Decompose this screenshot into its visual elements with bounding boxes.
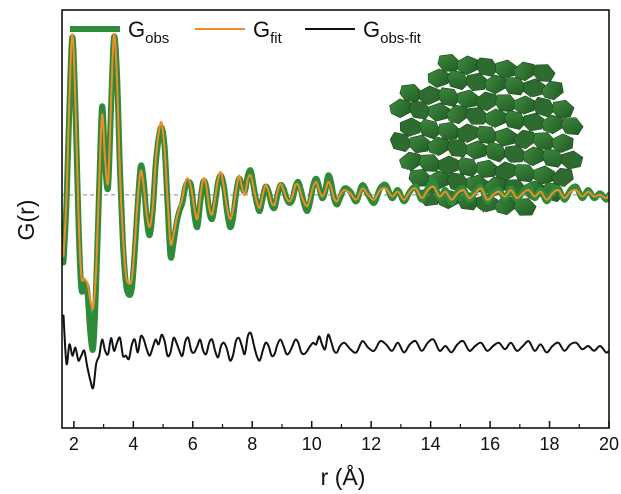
polyhedron [427, 68, 450, 88]
polyhedron [427, 102, 451, 122]
bond-line [451, 87, 465, 93]
polyhedron [456, 89, 480, 109]
x-axis-label: r (Å) [321, 463, 366, 490]
crystal-structure-inset [389, 53, 584, 216]
polyhedron [485, 141, 507, 163]
polyhedron [560, 117, 584, 136]
series-line-fit [62, 33, 609, 310]
polyhedron [465, 72, 489, 92]
bond-line [461, 140, 475, 146]
polyhedron [446, 139, 470, 158]
polyhedron [475, 159, 499, 179]
bond-line [442, 104, 456, 110]
bond-line [556, 184, 570, 190]
bond-line [480, 176, 494, 182]
polyhedron [513, 164, 537, 183]
polyhedron [551, 99, 575, 119]
polyhedron [560, 150, 584, 170]
bond-line [480, 210, 494, 216]
x-tick-label: 20 [599, 434, 619, 454]
x-tick-label: 12 [361, 434, 381, 454]
polyhedron [532, 96, 556, 118]
polyhedron [465, 140, 488, 160]
legend-label-fit: Gfit [253, 17, 283, 47]
bond-line [546, 199, 560, 205]
polyhedron [513, 198, 537, 216]
bond-line [518, 112, 532, 118]
bond-line [489, 125, 503, 131]
x-tick-label: 2 [69, 434, 79, 454]
polyhedron [419, 118, 442, 140]
bond-line [565, 133, 579, 139]
legend: Gobs Gfit Gobs-fit [70, 17, 422, 47]
polyhedron [540, 80, 564, 101]
polyhedron [418, 154, 442, 172]
polyhedron [522, 78, 546, 98]
bond-line [499, 76, 513, 82]
x-tick-label: 6 [188, 434, 198, 454]
x-tick-label: 18 [540, 434, 560, 454]
polyhedron [484, 108, 507, 129]
x-tick-label: 10 [302, 434, 322, 454]
polyhedron [541, 148, 565, 168]
x-tick-label: 16 [480, 434, 500, 454]
series-layer [62, 33, 609, 390]
polyhedron [494, 127, 518, 147]
x-tick-label: 14 [421, 434, 441, 454]
x-axis: 2 4 6 8 10 12 14 16 18 20 [69, 421, 619, 454]
x-tick-label: 8 [247, 434, 257, 454]
plot-frame [61, 9, 610, 429]
polyhedron [389, 132, 413, 152]
series-line-diff [62, 314, 609, 390]
bond-line [508, 161, 522, 167]
y-axis-label: G(r) [13, 200, 39, 241]
bond-line [432, 153, 446, 159]
polyhedron [503, 144, 527, 163]
polyhedron [437, 155, 460, 175]
polyhedron [399, 117, 422, 137]
x-tick-label: 4 [128, 434, 138, 454]
polyhedron [446, 69, 470, 91]
legend-label-diff: Gobs-fit [363, 17, 422, 47]
polyhedron [465, 107, 489, 125]
polyhedron [456, 55, 479, 76]
polyhedron [503, 77, 527, 96]
bond-line [413, 117, 427, 123]
polyhedron [503, 110, 527, 130]
legend-label-obs: Gobs [128, 17, 169, 47]
polyhedron [522, 112, 546, 132]
polyhedron [408, 134, 432, 154]
polyhedron [437, 121, 461, 140]
polyhedron [418, 85, 441, 106]
polyhedron [475, 57, 499, 77]
polyhedron [399, 84, 423, 102]
polyhedron [494, 59, 518, 79]
polyhedron [513, 95, 536, 115]
polyhedron [551, 133, 574, 154]
bond-line [527, 95, 541, 101]
